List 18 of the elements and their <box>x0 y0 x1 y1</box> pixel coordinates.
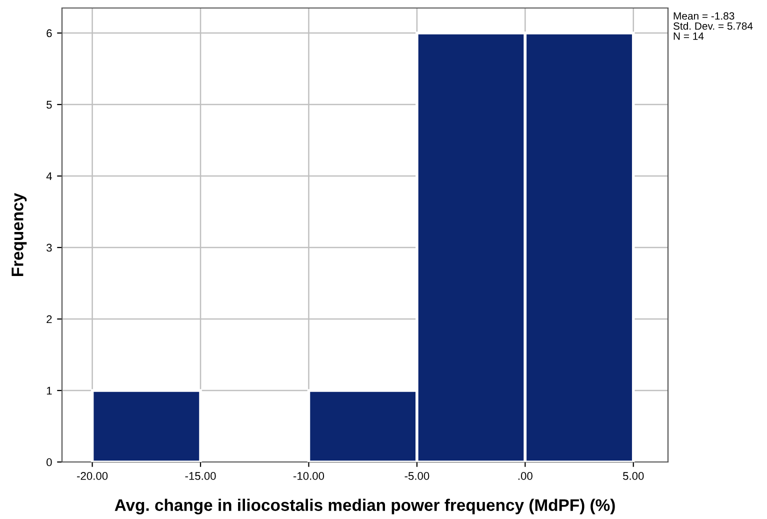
y-tick-label: 4 <box>46 172 52 180</box>
y-tick-label: 0 <box>46 458 52 466</box>
x-tick-label: -5.00 <box>404 472 430 480</box>
y-tick-label: 6 <box>46 29 52 38</box>
y-tick-label: 2 <box>46 315 52 324</box>
x-axis-title: Avg. change in iliocostalis median power frequency (MdPF) (%) <box>114 498 615 514</box>
x-tick-label: -20.00 <box>77 472 108 480</box>
y-axis-title: Frequency <box>12 192 27 276</box>
text: Mean = -1.83 <box>674 12 734 20</box>
text: N = 14 <box>674 32 704 40</box>
x-tick-label: -15.00 <box>185 472 216 480</box>
y-tick-label: 3 <box>46 244 52 252</box>
text: Std. Dev. = 5.784 <box>673 22 753 30</box>
x-tick-label: 5.00 <box>623 472 644 480</box>
x-tick-label: .00 <box>518 472 532 480</box>
y-tick-label: 1 <box>46 386 52 395</box>
x-tick-label: -10.00 <box>293 472 324 480</box>
y-tick-label: 5 <box>46 100 52 109</box>
